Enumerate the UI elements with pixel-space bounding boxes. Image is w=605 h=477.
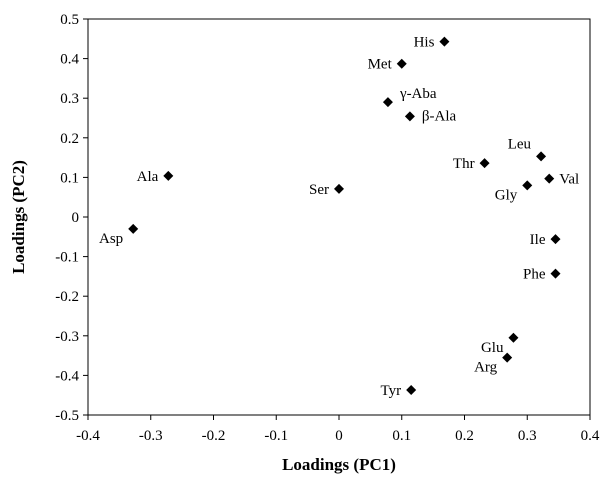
- x-tick-label: -0.1: [264, 428, 288, 444]
- data-point-marker: [334, 183, 344, 194]
- data-point-label: Glu: [481, 340, 504, 356]
- y-tick-label: 0: [72, 210, 80, 226]
- data-point-label: Gly: [495, 187, 518, 203]
- y-tick-label: 0.5: [60, 12, 79, 28]
- x-tick-label: 0.1: [392, 428, 411, 444]
- data-point-marker: [544, 173, 555, 184]
- plot-frame: [87, 18, 591, 416]
- y-tick-label: 0.2: [60, 131, 79, 147]
- data-point-label: Phe: [523, 267, 546, 283]
- data-point-marker: [439, 36, 450, 47]
- y-axis-ticks: 0.5 0.4 0.3 0.2 0.1 0 -0.1 -0.2 -0.3 -0.4 -0.5: [55, 12, 88, 424]
- x-tick-label: 0.2: [455, 428, 474, 444]
- x-axis-ticks: -0.4 -0.3 -0.2 -0.1 0 0.1 0.2 0.3 0.4: [76, 415, 600, 444]
- data-point-label: Val: [559, 172, 579, 188]
- data-point-marker: [404, 111, 415, 122]
- x-tick-label: -0.2: [202, 428, 226, 444]
- data-point-label: β-Ala: [422, 108, 457, 124]
- x-tick-label: -0.3: [139, 428, 163, 444]
- data-point-marker: [163, 170, 174, 181]
- data-point-label: His: [414, 35, 435, 51]
- plot-area-border: [87, 18, 591, 416]
- data-point-marker: [508, 332, 519, 343]
- x-tick-label: 0: [335, 428, 343, 444]
- x-tick-label: 0.4: [581, 428, 600, 444]
- x-tick-label: 0.3: [518, 428, 537, 444]
- data-point-marker: [550, 268, 561, 279]
- y-tick-label: -0.5: [55, 408, 79, 424]
- data-point-label: γ-Aba: [399, 86, 437, 102]
- data-point-label: Asp: [99, 231, 123, 247]
- data-points: His Met γ-Aba β-Ala Leu Thr Val Gly Ala Ser Asp Ile…: [99, 35, 579, 399]
- y-tick-label: -0.2: [55, 289, 79, 305]
- data-point-label: Arg: [474, 360, 498, 376]
- data-point-marker: [128, 223, 139, 234]
- y-tick-label: 0.3: [60, 91, 79, 107]
- data-point-marker: [522, 180, 533, 191]
- data-point-label: Ile: [530, 232, 546, 248]
- x-tick-label: -0.4: [76, 428, 100, 444]
- y-tick-label: 0.1: [60, 170, 79, 186]
- data-point-marker: [502, 352, 513, 363]
- y-tick-label: 0.4: [60, 52, 79, 68]
- y-tick-label: -0.4: [55, 368, 79, 384]
- y-tick-label: -0.1: [55, 250, 79, 266]
- data-point-label: Ser: [309, 182, 329, 198]
- x-axis-title: Loadings (PC1): [282, 455, 396, 474]
- data-point-label: Leu: [508, 136, 532, 152]
- data-point-label: Tyr: [381, 383, 402, 399]
- y-axis-title: Loadings (PC2): [9, 160, 28, 274]
- data-point-marker: [550, 234, 561, 245]
- data-point-marker: [536, 151, 547, 162]
- y-tick-label: -0.3: [55, 329, 79, 345]
- data-point-label: Met: [368, 57, 393, 73]
- data-point-marker: [479, 158, 490, 169]
- data-point-marker: [396, 58, 407, 69]
- data-point-label: Ala: [137, 169, 159, 185]
- data-point-label: Thr: [453, 156, 475, 172]
- data-point-marker: [406, 385, 417, 396]
- data-point-marker: [382, 97, 393, 108]
